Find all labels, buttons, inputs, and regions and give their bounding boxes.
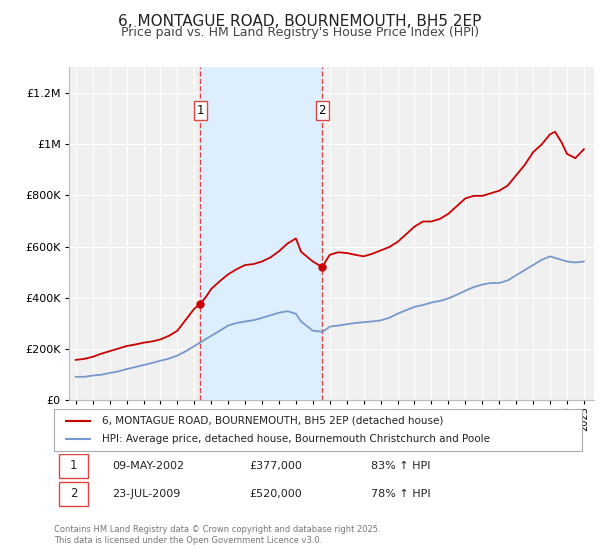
Text: 2: 2 [319, 104, 326, 117]
Text: 78% ↑ HPI: 78% ↑ HPI [371, 489, 430, 499]
Text: 2: 2 [70, 487, 77, 501]
Text: £377,000: £377,000 [250, 461, 302, 471]
Text: 09-MAY-2002: 09-MAY-2002 [112, 461, 184, 471]
Text: 6, MONTAGUE ROAD, BOURNEMOUTH, BH5 2EP: 6, MONTAGUE ROAD, BOURNEMOUTH, BH5 2EP [118, 14, 482, 29]
FancyBboxPatch shape [54, 409, 582, 451]
Text: 6, MONTAGUE ROAD, BOURNEMOUTH, BH5 2EP (detached house): 6, MONTAGUE ROAD, BOURNEMOUTH, BH5 2EP (… [101, 416, 443, 426]
Text: 1: 1 [197, 104, 204, 117]
Text: 83% ↑ HPI: 83% ↑ HPI [371, 461, 430, 471]
FancyBboxPatch shape [59, 454, 88, 478]
Text: 23-JUL-2009: 23-JUL-2009 [112, 489, 181, 499]
Text: HPI: Average price, detached house, Bournemouth Christchurch and Poole: HPI: Average price, detached house, Bour… [101, 434, 490, 444]
FancyBboxPatch shape [59, 482, 88, 506]
Text: Price paid vs. HM Land Registry's House Price Index (HPI): Price paid vs. HM Land Registry's House … [121, 26, 479, 39]
Text: Contains HM Land Registry data © Crown copyright and database right 2025.
This d: Contains HM Land Registry data © Crown c… [54, 525, 380, 545]
Text: 1: 1 [70, 459, 77, 473]
Text: £520,000: £520,000 [250, 489, 302, 499]
Bar [200, 67, 322, 400]
